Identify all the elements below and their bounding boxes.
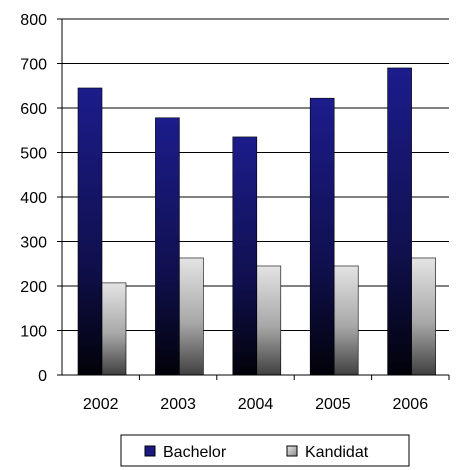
legend-label-bachelor: Bachelor bbox=[163, 444, 227, 461]
bar-kandidat-2003 bbox=[179, 257, 204, 376]
y-axis-tick-labels: 0 100 200 300 400 500 600 700 800 bbox=[20, 12, 47, 385]
y-tick-label: 200 bbox=[20, 279, 47, 296]
bar-bachelor-2005 bbox=[309, 97, 335, 376]
x-tick-label: 2006 bbox=[393, 396, 429, 413]
legend-label-kandidat: Kandidat bbox=[305, 444, 369, 461]
y-tick-label: 100 bbox=[20, 324, 47, 341]
y-tick-label: 600 bbox=[20, 101, 47, 118]
y-tick-label: 500 bbox=[20, 146, 47, 163]
x-tick-label: 2002 bbox=[83, 396, 119, 413]
y-tick-label: 0 bbox=[38, 368, 47, 385]
bar-kandidat-2002 bbox=[101, 282, 127, 376]
y-tick-label: 800 bbox=[20, 12, 47, 29]
legend: Bachelor Kandidat bbox=[120, 434, 410, 467]
x-tick-label: 2004 bbox=[238, 396, 274, 413]
x-axis-tick-labels: 2002 2003 2004 2005 2006 bbox=[83, 396, 428, 413]
bar-bachelor-2002 bbox=[77, 87, 103, 376]
bar-bachelor-2003 bbox=[155, 117, 180, 376]
bar-kandidat-2006 bbox=[411, 257, 436, 376]
legend-swatch-bachelor bbox=[144, 445, 156, 457]
x-tick-label: 2005 bbox=[315, 396, 351, 413]
y-tick-label: 700 bbox=[20, 57, 47, 74]
legend-swatch-kandidat bbox=[286, 445, 298, 457]
bar-bachelor-2004 bbox=[232, 136, 258, 376]
axes bbox=[57, 18, 450, 380]
y-tick-label: 300 bbox=[20, 235, 47, 252]
legend-box bbox=[120, 434, 410, 467]
bars bbox=[77, 67, 436, 376]
bar-kandidat-2004 bbox=[256, 265, 282, 376]
y-tick-label: 400 bbox=[20, 190, 47, 207]
x-tick-label: 2003 bbox=[160, 396, 196, 413]
bar-bachelor-2006 bbox=[387, 67, 412, 376]
bar-kandidat-2005 bbox=[333, 265, 359, 376]
